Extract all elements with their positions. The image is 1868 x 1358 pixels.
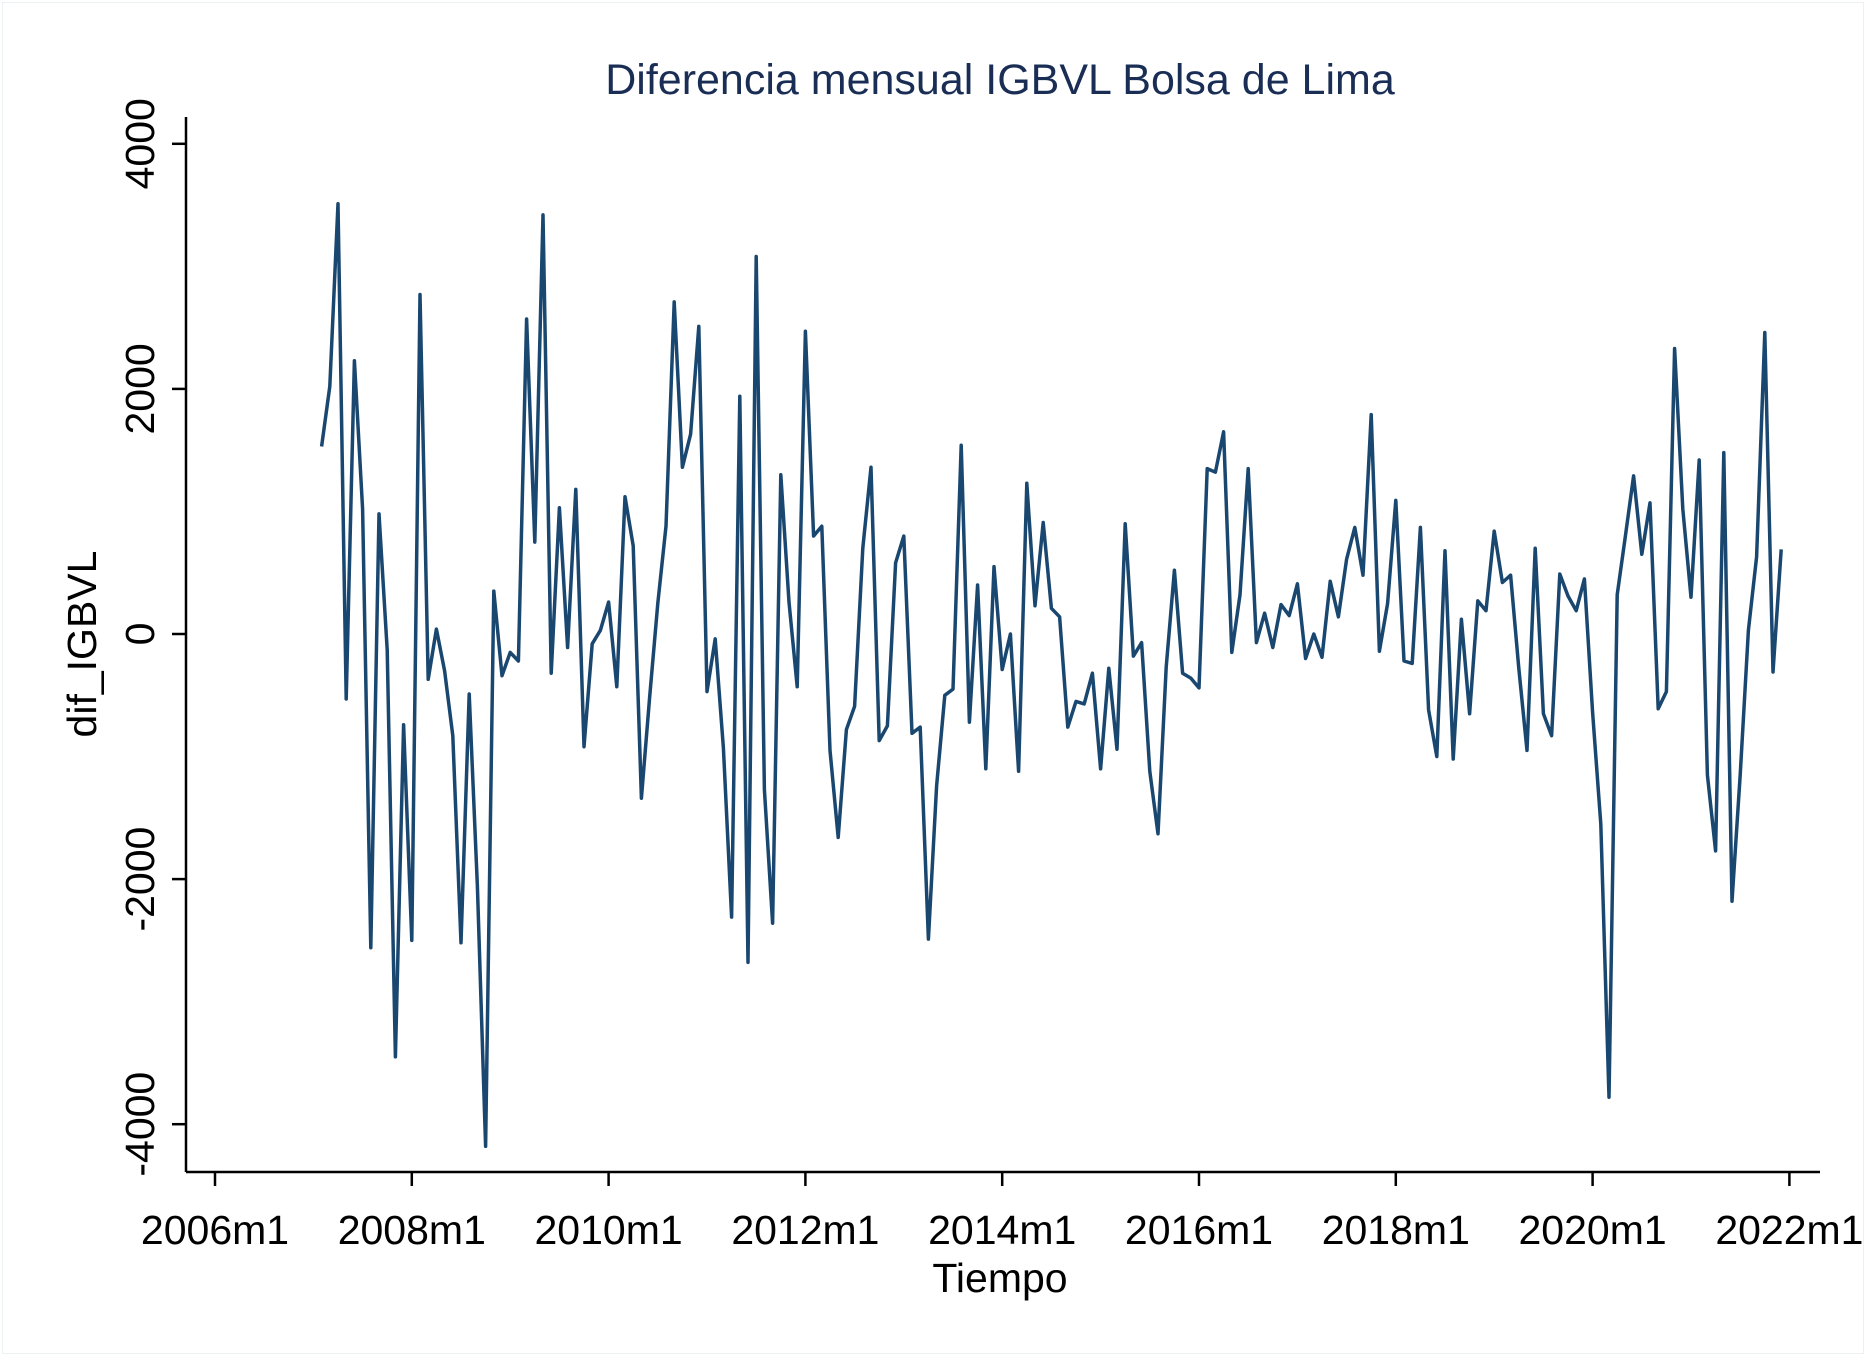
x-tick-label: 2022m1: [1715, 1207, 1863, 1253]
x-tick-label: 2008m1: [338, 1207, 486, 1253]
y-ticks: 4000 2000 0 -2000 -4000: [117, 98, 186, 1177]
x-tick-label: 2014m1: [928, 1207, 1076, 1253]
x-tick-label: 2016m1: [1125, 1207, 1273, 1253]
chart-title: Diferencia mensual IGBVL Bolsa de Lima: [605, 56, 1395, 104]
y-tick-label: 0: [117, 623, 163, 646]
x-tick-label: 2010m1: [535, 1207, 683, 1253]
x-tick-label: 2006m1: [141, 1207, 289, 1253]
x-axis-label: Tiempo: [932, 1255, 1067, 1301]
series-line: [319, 202, 1783, 1149]
x-tick-label: 2018m1: [1322, 1207, 1470, 1253]
y-tick-label: -4000: [117, 1072, 163, 1177]
y-tick-label: 4000: [117, 98, 163, 189]
x-ticks: 2006m1 2008m1 2010m1 2012m1 2014m1 2016m1 2018…: [141, 1172, 1863, 1253]
y-tick-label: -2000: [117, 827, 163, 932]
y-axis-label: dif_IGBVL: [59, 551, 105, 738]
x-tick-label: 2012m1: [731, 1207, 879, 1253]
y-tick-label: 2000: [117, 343, 163, 434]
x-tick-label: 2020m1: [1519, 1207, 1667, 1253]
